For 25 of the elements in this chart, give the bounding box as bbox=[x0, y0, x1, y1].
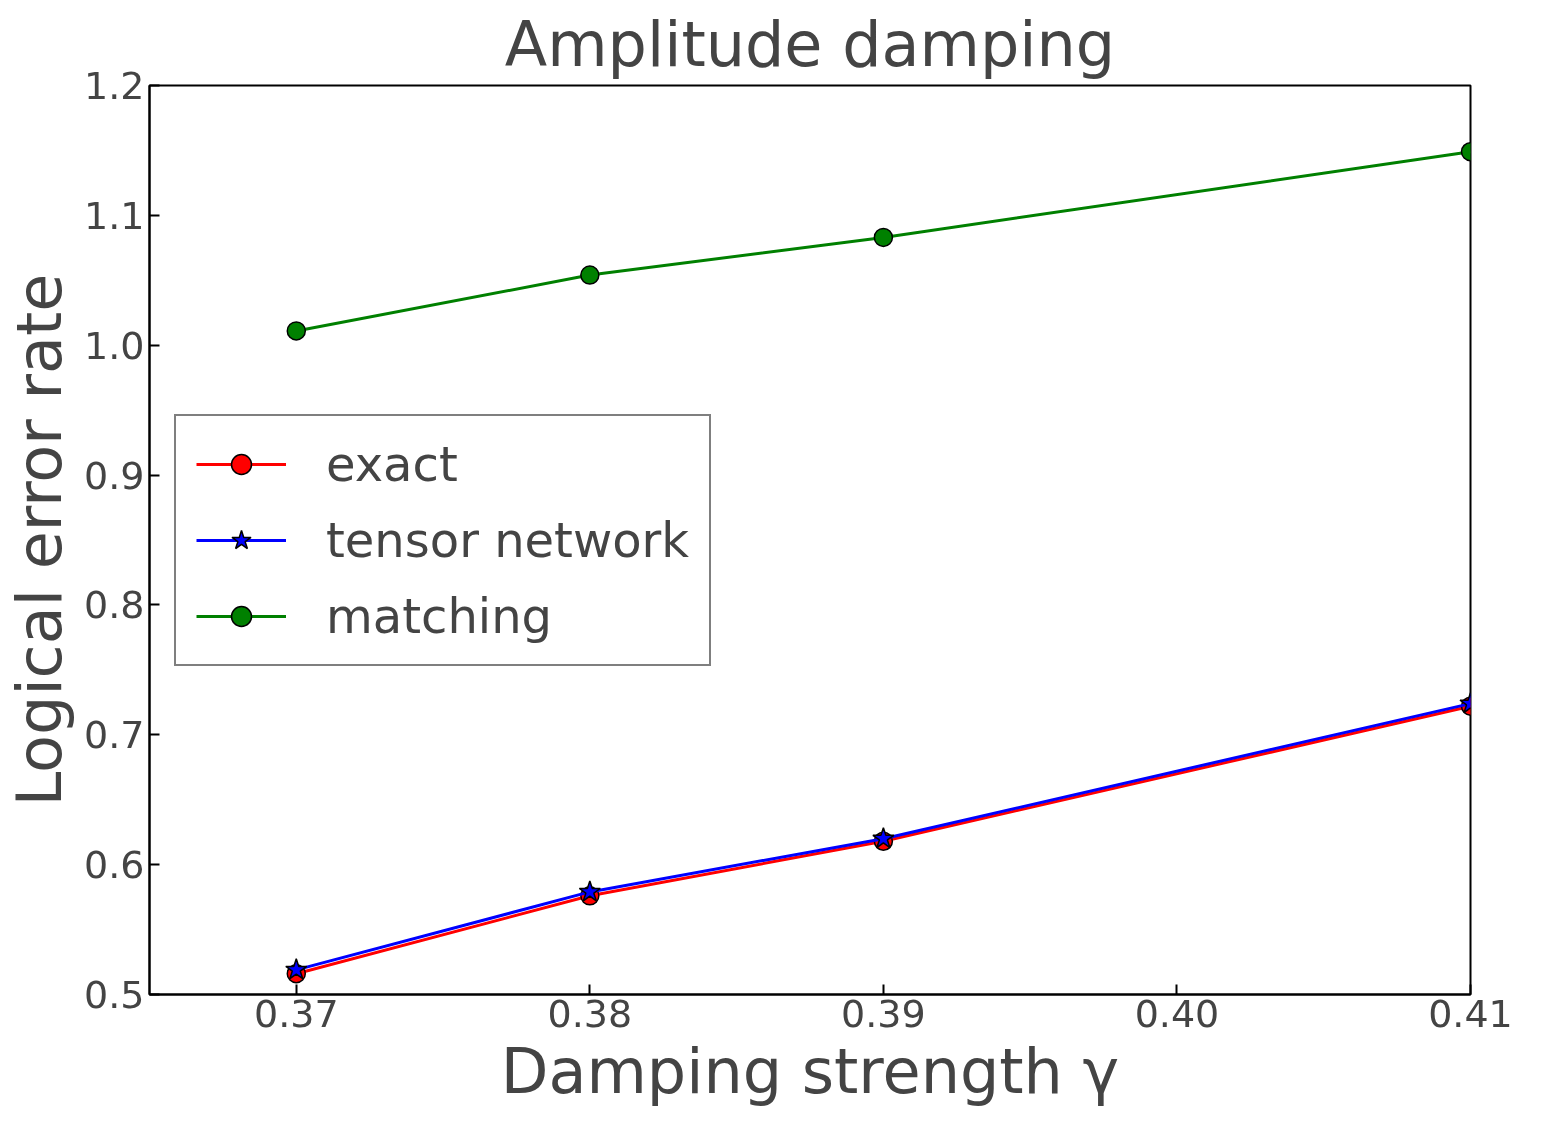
x-tick-label: 0.37 bbox=[253, 991, 339, 1036]
point bbox=[578, 880, 602, 902]
point bbox=[286, 321, 307, 341]
y-tick-label: 1.1 bbox=[84, 193, 145, 238]
point bbox=[873, 227, 894, 248]
legend-label: exact bbox=[326, 435, 458, 492]
x-tick-label: 0.38 bbox=[547, 991, 633, 1036]
y-tick-label: 0.5 bbox=[84, 973, 145, 1017]
y-tick-label: 1.2 bbox=[84, 64, 145, 108]
x-axis-title: Damping strength γ bbox=[500, 1034, 1120, 1108]
y-tick-label: 0.7 bbox=[84, 713, 145, 758]
x-tick-label: 0.39 bbox=[841, 991, 926, 1036]
x-tick-label: 0.40 bbox=[1134, 991, 1220, 1036]
point bbox=[872, 826, 895, 849]
y-tick-label: 0.9 bbox=[84, 453, 145, 498]
point bbox=[285, 958, 308, 980]
point bbox=[580, 265, 600, 285]
legend-label: tensor network bbox=[326, 511, 690, 568]
y-tick-label: 1.0 bbox=[84, 323, 145, 368]
x-tick-label: 0.41 bbox=[1428, 991, 1513, 1036]
y-tick-label: 0.6 bbox=[84, 843, 145, 888]
y-axis-title: Logical error rate bbox=[3, 273, 77, 807]
chart-title: Amplitude damping bbox=[504, 7, 1116, 81]
legend-label: matching bbox=[326, 587, 553, 644]
y-tick-label: 0.8 bbox=[84, 583, 145, 628]
